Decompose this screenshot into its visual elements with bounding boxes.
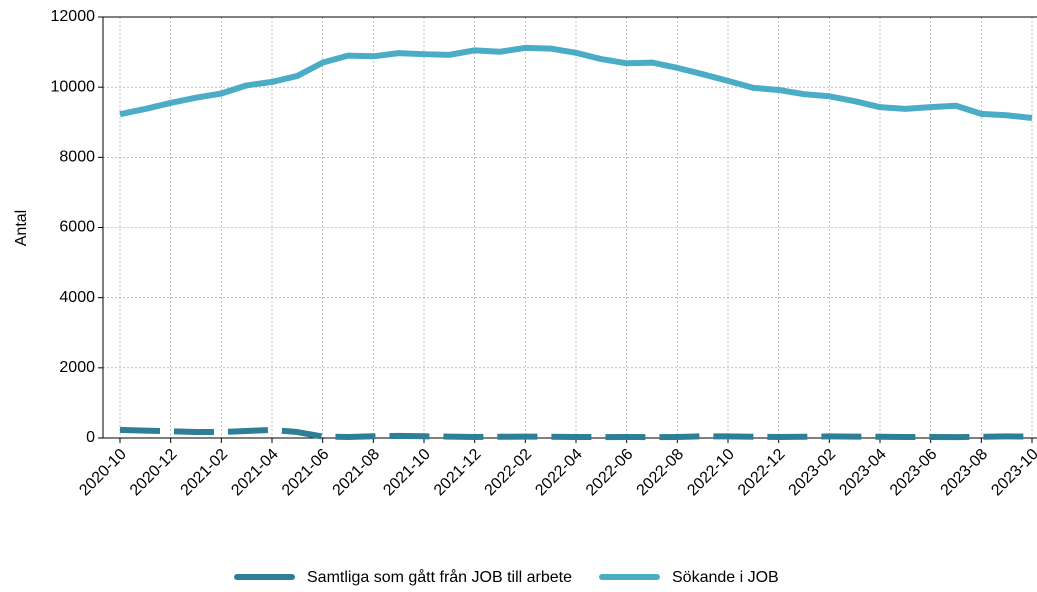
legend-label: Sökande i JOB — [672, 569, 779, 586]
y-tick-label: 0 — [86, 429, 95, 446]
x-tick-label: 2021-08 — [330, 446, 384, 500]
x-tick-label: 2021-10 — [380, 446, 434, 500]
series-line — [119, 426, 1033, 441]
x-tick-label: 2023-10 — [988, 446, 1037, 500]
x-tick-label: 2020-12 — [127, 446, 181, 500]
x-tick-label: 2023-08 — [938, 446, 992, 500]
x-tick-label: 2022-02 — [482, 446, 536, 500]
x-tick-label: 2023-04 — [836, 446, 890, 500]
x-tick-label: 2021-04 — [228, 446, 282, 500]
x-tick-label: 2021-02 — [178, 446, 232, 500]
x-tick-label: 2020-10 — [76, 446, 130, 500]
x-tick-label: 2022-04 — [532, 446, 586, 500]
y-tick-label: 12000 — [51, 8, 96, 25]
y-tick-label: 6000 — [59, 219, 95, 236]
y-tick-label: 8000 — [59, 149, 95, 166]
y-axis-label: Antal — [13, 210, 30, 246]
x-tick-label: 2021-06 — [279, 446, 333, 500]
y-tick-label: 2000 — [59, 359, 95, 376]
x-tick-label: 2021-12 — [431, 446, 485, 500]
x-tick-label: 2023-06 — [887, 446, 941, 500]
y-tick-label: 10000 — [51, 78, 96, 95]
series-line — [119, 44, 1033, 122]
x-tick-label: 2022-06 — [583, 446, 637, 500]
x-tick-label: 2022-08 — [634, 446, 688, 500]
legend-label: Samtliga som gått från JOB till arbete — [307, 568, 572, 586]
x-tick-label: 2022-10 — [684, 446, 738, 500]
x-tick-label: 2022-12 — [735, 446, 789, 500]
x-tick-label: 2023-02 — [786, 446, 840, 500]
y-tick-label: 4000 — [59, 289, 95, 306]
